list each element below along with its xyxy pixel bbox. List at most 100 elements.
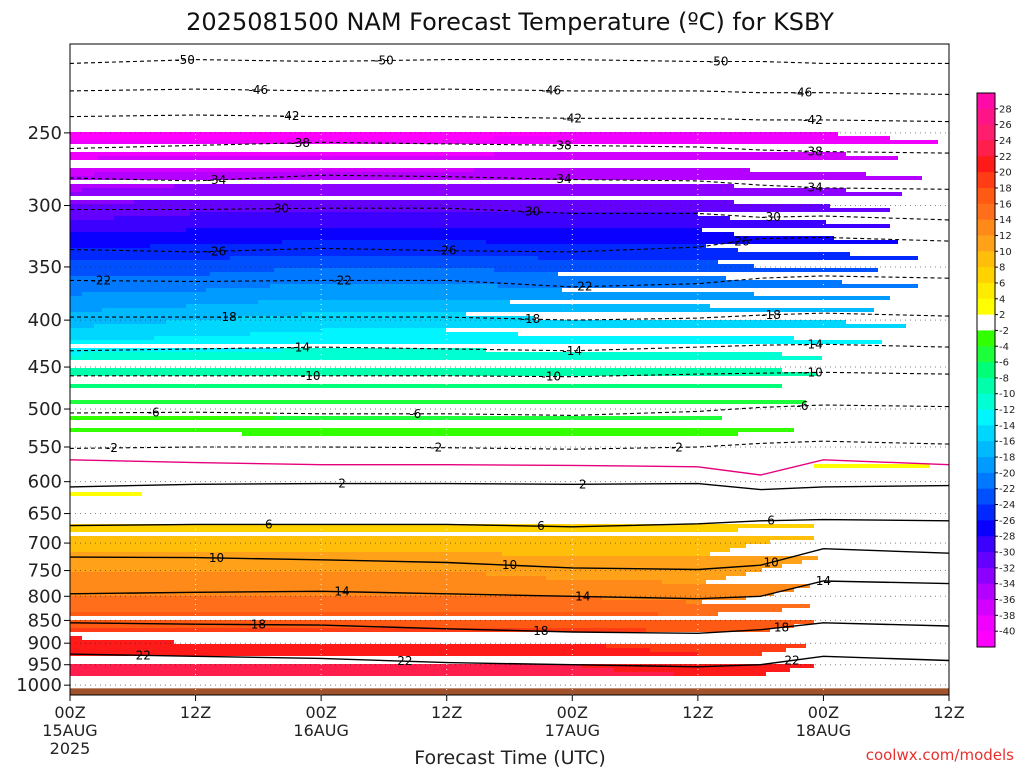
colorbar-frame — [976, 92, 996, 648]
credit-text: coolwx.com/models — [866, 746, 1014, 764]
ground-fill — [70, 688, 949, 695]
colorbar-swatch — [977, 346, 995, 363]
temperature-cell — [190, 212, 698, 216]
temperature-cell — [150, 244, 706, 248]
contour-line — [69, 59, 949, 64]
temperature-cell — [70, 136, 494, 140]
colorbar-label: -12 — [999, 405, 1015, 416]
temperature-cell — [70, 624, 794, 628]
contour-line — [69, 88, 950, 95]
temperature-cell — [70, 644, 606, 648]
colorbar-label: -18 — [999, 453, 1015, 464]
colorbar-swatch — [977, 330, 995, 347]
y-tick-label: 500 — [28, 399, 62, 420]
temperature-cell — [502, 552, 710, 556]
temperature-cell — [494, 268, 878, 272]
temperature-cell — [166, 320, 846, 324]
colorbar-label: -40 — [999, 627, 1015, 638]
x-tick-label: 00Z — [808, 703, 839, 722]
temperature-cell — [70, 276, 726, 280]
contour-label: -10 — [301, 369, 321, 383]
temperature-cell — [70, 292, 82, 296]
x-tick-label: 18AUG — [796, 721, 851, 740]
y-tick-label: 350 — [28, 257, 62, 278]
temperature-cell — [698, 652, 762, 656]
y-tick-label: 700 — [28, 533, 62, 554]
contour-label: -38 — [552, 138, 572, 152]
colorbar-label: -20 — [999, 468, 1015, 479]
y-tick-label: 850 — [28, 610, 62, 631]
y-tick-label: 550 — [28, 437, 62, 458]
colorbar-label: 8 — [999, 263, 1005, 274]
colorbar-swatch — [977, 441, 995, 458]
colorbar-swatch — [977, 488, 995, 506]
temperature-cell — [70, 316, 234, 320]
temperature-cell — [70, 668, 614, 672]
colorbar-swatch — [977, 93, 995, 110]
contour-label: -26 — [730, 234, 750, 248]
temperature-cell — [70, 272, 210, 276]
x-tick-label: 00Z — [557, 703, 588, 722]
colorbar-label: 12 — [999, 231, 1012, 242]
contour-label: -30 — [521, 205, 541, 219]
temperature-cell — [70, 300, 258, 304]
contour-label: -46 — [542, 84, 562, 98]
temperature-cell — [70, 640, 174, 644]
temperature-cell — [662, 580, 706, 584]
temperature-cell — [70, 628, 646, 632]
temperature-cell — [322, 328, 446, 332]
temperature-cell — [70, 172, 94, 176]
temperature-cell — [70, 284, 270, 288]
colorbar-label: 6 — [999, 278, 1005, 289]
y-tick-label: 250 — [28, 123, 62, 144]
temperature-cell — [486, 240, 898, 244]
contour-label: -6 — [409, 407, 421, 421]
colorbar-label: -16 — [999, 437, 1015, 448]
temperature-cell — [70, 428, 794, 432]
x-tick-label: 16AUG — [293, 721, 348, 740]
temperature-cell — [70, 252, 850, 256]
temperature-cell — [70, 468, 770, 472]
colorbar-label: -14 — [999, 421, 1015, 432]
contour-label: -14 — [290, 340, 310, 354]
temperature-cell — [250, 332, 518, 336]
contour-layer: -50 -50 -50-46 -46 -46-42 -42 -42-38 -38 -38-34-… — [69, 53, 950, 668]
temperature-cell — [70, 528, 738, 532]
colorbar-label: 20 — [999, 168, 1012, 179]
temperature-cell — [658, 612, 718, 616]
temperature-cell — [206, 288, 562, 292]
colorbar-label: 22 — [999, 152, 1012, 163]
contour-label: -18 — [521, 312, 541, 326]
contour-label: -14 — [803, 337, 823, 351]
contour-label: 6 — [265, 517, 273, 531]
colorbar-label: 14 — [999, 215, 1012, 226]
colorbar-swatch — [977, 140, 995, 157]
temperature-cell — [70, 288, 206, 292]
contour-label: -50 — [374, 54, 394, 68]
temperature-cell — [70, 332, 250, 336]
contour-label: 18 — [251, 618, 266, 632]
temperature-cell — [70, 536, 814, 540]
colorbar-swatch — [977, 251, 995, 268]
temperature-cell — [70, 216, 114, 220]
temperature-cell — [230, 256, 538, 260]
colorbar-label: 28 — [999, 104, 1012, 115]
contour-label: -18 — [761, 308, 781, 322]
colorbar-swatch — [977, 536, 995, 553]
temperature-cell — [70, 320, 166, 324]
contour-label: -6 — [148, 405, 160, 419]
temperature-cell — [70, 636, 82, 640]
temperature-cell — [70, 352, 82, 356]
temperature-cell — [234, 316, 534, 320]
temperature-cell — [114, 216, 730, 220]
temperature-cell — [614, 668, 790, 672]
temperature-cell — [606, 644, 806, 648]
temperature-cell — [70, 368, 782, 372]
contour-label: -10 — [542, 370, 562, 384]
temperature-cell — [70, 340, 882, 344]
contour-label: 22 — [136, 648, 151, 662]
temperature-cell — [70, 564, 782, 568]
temperature-cell — [70, 568, 762, 572]
temperature-cell — [70, 348, 282, 352]
x-tick-label: 12Z — [431, 703, 462, 722]
